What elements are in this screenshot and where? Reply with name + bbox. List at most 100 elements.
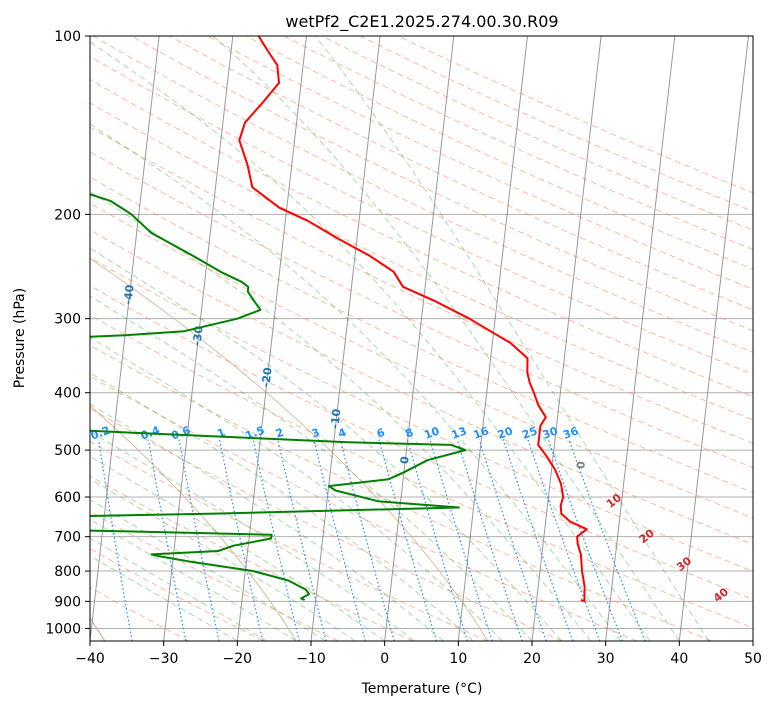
dry-adiabat-line: [90, 55, 753, 375]
isotherm-line: [384, 36, 455, 641]
moist-adiabat-line: [90, 537, 268, 641]
isotherm-line: [90, 36, 160, 641]
mixing-ratio-label: 13: [450, 424, 469, 441]
mixing-ratio-label: 36: [561, 424, 580, 442]
dry-adiabat-label: 20: [637, 526, 657, 546]
mixing-ratio-line: [98, 439, 133, 641]
x-tick-label: −20: [223, 651, 253, 667]
isotherm-line: [752, 636, 753, 641]
x-tick-label: −10: [296, 651, 326, 667]
mixing-ratio-label: 4: [336, 426, 348, 441]
mixing-ratio-label: 6: [375, 426, 387, 441]
dry-adiabat-label: 40: [711, 585, 731, 605]
y-tick-label: 100: [54, 29, 81, 45]
sounding-profiles: [90, 36, 588, 603]
x-tick-label: −40: [75, 651, 105, 667]
y-tick-label: 900: [54, 594, 81, 610]
x-tick-label: 0: [380, 651, 389, 667]
isotherm-label: -20: [259, 366, 274, 388]
mixing-ratio-line: [218, 439, 264, 641]
dry-adiabat-line: [131, 36, 753, 332]
dry-adiabat-line: [321, 36, 753, 231]
moist-adiabat-line: [90, 247, 562, 641]
y-tick-label: 400: [54, 386, 81, 402]
moist-adiabat-line: [90, 336, 503, 641]
moist-adiabat-line: [90, 455, 385, 641]
x-tick-label: 40: [670, 651, 688, 667]
dry-adiabat-line: [90, 344, 712, 641]
y-axis-ticks: 100 200 300 400 500 600 700 800 900 1000: [45, 29, 90, 637]
mixing-ratio-label: 0.1: [42, 424, 65, 443]
mixing-ratio-line: [527, 439, 601, 641]
mixing-ratio-line: [406, 439, 469, 641]
x-axis-ticks: −40 −30 −20 −10 0 10 20 30 40 50: [75, 641, 762, 667]
isotherm-label: -50: [53, 242, 68, 264]
mixing-ratio-line: [178, 439, 220, 641]
mixing-ratio-line: [313, 439, 366, 641]
y-tick-label: 1000: [45, 621, 81, 637]
temperature-profile: [238, 36, 588, 603]
moist-adiabat-line: [90, 41, 651, 641]
x-tick-label: 20: [523, 651, 541, 667]
dewpoint-profile: [90, 193, 467, 601]
moist-adiabat-line: [90, 431, 415, 641]
mixing-ratio-line: [547, 439, 623, 641]
y-tick-label: 600: [54, 490, 81, 506]
isotherm-line: [531, 36, 602, 641]
isotherm-line: [236, 36, 307, 641]
mixing-ratio-label: 1.5: [244, 424, 267, 443]
y-tick-label: 500: [54, 443, 81, 459]
mixing-ratio-label: 2: [274, 426, 286, 441]
x-tick-label: 10: [449, 651, 467, 667]
dry-adiabat-line: [90, 511, 339, 641]
chart-title: wetPf2_C2E1.2025.274.00.30.R09: [285, 12, 558, 32]
mixing-ratio-label: 8: [403, 426, 415, 441]
isotherm-label: -40: [121, 284, 136, 306]
moist-adiabat-line: [211, 36, 680, 641]
mixing-ratio-label: 30: [541, 424, 560, 442]
x-tick-label: −30: [149, 651, 179, 667]
isotherm-line: [457, 36, 528, 641]
x-tick-label: 30: [597, 651, 615, 667]
y-tick-label: 300: [54, 312, 81, 328]
tan-arc-line: [90, 257, 489, 641]
background-lines: [0, 36, 753, 641]
isotherm-label: 0: [398, 455, 412, 464]
mixing-ratio-line: [252, 439, 300, 641]
mixing-ratio-line: [277, 439, 327, 641]
mixing-ratio-label: 25: [520, 424, 539, 441]
dry-adiabat-line: [90, 256, 753, 572]
moist-adiabat-line: [314, 36, 710, 641]
mixing-ratio-line: [456, 439, 523, 641]
isotherm-line: [678, 36, 749, 641]
isotherm-line: [163, 36, 234, 641]
mixing-ratio-label: 3: [310, 426, 322, 441]
isotherm-line: [0, 36, 12, 641]
isotherm-label: -10: [328, 408, 343, 430]
y-tick-label: 200: [54, 207, 81, 223]
dry-adiabat-line: [90, 475, 414, 641]
moist-adiabat-line: [90, 191, 592, 641]
mixing-ratio-line: [502, 439, 574, 641]
mixing-ratio-label: 20: [496, 424, 515, 442]
moist-adiabat-line: [90, 478, 356, 641]
dry-adiabat-line: [90, 375, 638, 641]
dry-adiabat-line: [398, 36, 753, 194]
mixing-ratio-line: [147, 439, 187, 641]
isotherm-line: [605, 36, 676, 641]
y-tick-label: 700: [54, 530, 81, 546]
x-axis-title: Temperature (°C): [361, 681, 483, 697]
mixing-ratio-label: 1: [216, 426, 228, 441]
isotherm-line: [310, 36, 381, 641]
mixing-ratio-label: 0.6: [169, 424, 192, 443]
moist-adiabat-line: [90, 123, 621, 641]
mixing-ratio-label: 0.2: [89, 424, 112, 443]
isotherm-label: -30: [190, 325, 205, 347]
moist-adiabat-line: [90, 295, 533, 641]
y-tick-label: 800: [54, 564, 81, 580]
dry-adiabat-line: [169, 36, 753, 311]
dry-adiabat-line: [90, 407, 563, 641]
tan-arc-line: [90, 405, 297, 641]
y-axis-title: Pressure (hPa): [12, 288, 28, 388]
